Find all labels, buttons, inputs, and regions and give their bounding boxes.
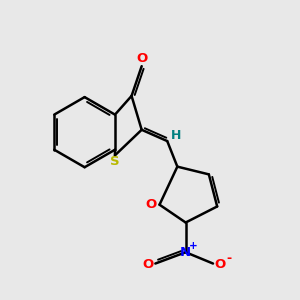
Text: -: - xyxy=(227,252,232,265)
Text: O: O xyxy=(136,52,147,65)
Text: S: S xyxy=(110,155,119,168)
Text: +: + xyxy=(189,241,197,251)
Text: N: N xyxy=(180,246,191,259)
Text: O: O xyxy=(215,258,226,271)
Text: H: H xyxy=(171,129,181,142)
Text: O: O xyxy=(142,258,154,271)
Text: O: O xyxy=(146,198,157,211)
